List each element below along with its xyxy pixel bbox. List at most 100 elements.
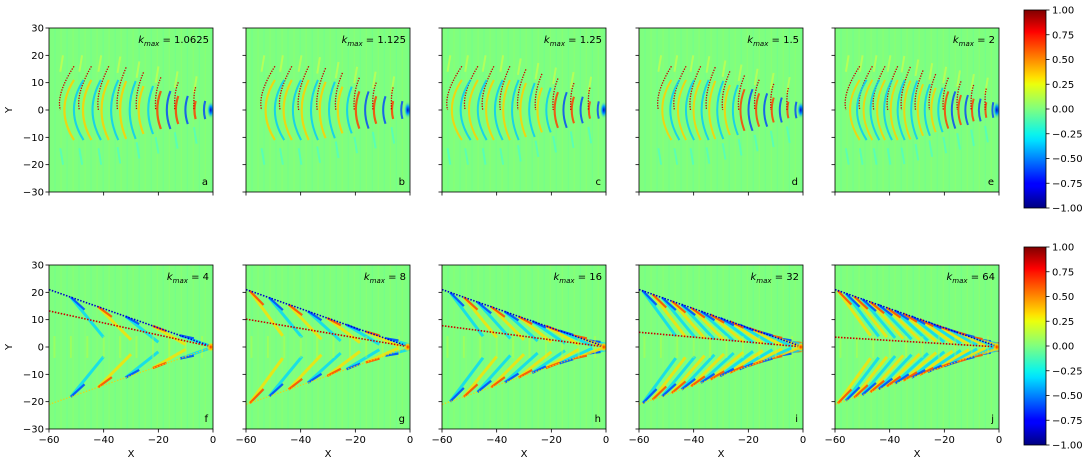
panel-letter: f [204,414,208,425]
wave-band [517,315,533,325]
side-lobe [481,148,487,165]
wave-crest [300,79,310,141]
side-lobe [353,66,359,84]
wave-band [268,355,304,398]
wave-crest [193,100,197,120]
wave-band [476,301,512,340]
wave-band [861,355,897,396]
side-lobe [737,138,743,156]
wave-band [661,355,697,398]
wave-band [651,293,668,309]
wave-band [463,383,479,398]
side-lobe [844,148,850,165]
wave-band [462,355,498,398]
kmax-annotation: kmax = 64 [946,272,995,285]
source-blob [796,342,803,352]
wave-band [517,369,533,379]
side-lobe [956,132,961,150]
side-lobe [886,148,892,165]
wave-band [287,378,303,391]
x-tick-label: −40 [290,435,311,446]
wave-trough [459,79,472,141]
wave-band [844,356,880,402]
kmax-annotation: kmax = 1.25 [544,35,602,48]
wave-trough [476,79,488,141]
wave-band [448,291,485,338]
wave-band [661,296,697,339]
wave-crest [984,102,988,118]
y-tick-label: 20 [31,51,44,62]
side-lobe [59,148,64,165]
x-tick-label: −20 [541,435,562,446]
wave-band [69,355,105,398]
wave-crest [118,80,128,140]
wave-crest [485,79,495,141]
x-axis-label: X [128,449,135,460]
side-lobe [914,143,920,161]
wave-band [326,317,342,327]
wave-crest [677,79,687,141]
panel-c: kmax = 1.25 c [438,27,607,196]
side-lobe [97,55,103,72]
side-lobe [116,146,122,164]
wave-band [97,376,113,389]
wave-crest [156,90,162,130]
side-lobe [446,148,452,165]
side-lobe [552,135,557,153]
wave-band [902,351,938,382]
wave-field [835,265,999,429]
kelvin-boundary-upper [639,288,803,348]
wave-band [448,356,485,403]
wave-band [919,366,934,376]
wave-crest [770,97,775,123]
wave-band [248,357,284,404]
crest-marker-dots [481,65,495,111]
wave-band [877,353,913,391]
side-lobe [673,148,679,165]
wave-band [661,296,677,311]
panel-letter: d [792,177,798,188]
crest-marker-dots [984,88,987,111]
side-lobe [689,148,695,165]
y-tick-label: 10 [31,78,44,89]
wave-band [869,354,905,393]
crest-marker-dots [942,77,949,111]
kelvin-boundary-lower [49,346,213,406]
wave-band [248,290,284,337]
source-blob [599,342,606,352]
colorbar-tick-label: −0.50 [1052,154,1083,165]
x-axis-label: X [718,449,725,460]
wave-band [268,296,284,311]
wave-band [690,306,726,342]
wave-band [680,353,716,391]
wave-band [852,295,889,339]
wave-band [268,296,304,339]
wave-band [531,365,547,374]
wave-crest [970,98,975,122]
panel-background [639,28,803,192]
source-blob [796,101,803,119]
wave-band [729,365,745,374]
wave-trough [494,79,504,141]
wave-crest [502,79,511,141]
side-lobe [173,71,179,88]
wave-trough [856,79,868,141]
wave-band [845,292,861,308]
source-blob [206,342,213,352]
panel-letter: h [595,414,601,425]
wave-crest [862,79,874,141]
wave-band [651,293,687,338]
side-lobe [657,55,663,72]
wave-band [719,317,735,327]
crest-marker-dots [928,73,937,111]
panel-background [49,265,213,429]
wave-trough [579,96,584,124]
wave-crest [755,93,761,127]
side-lobe [334,61,340,79]
side-lobe [737,64,743,82]
side-lobe [464,148,469,165]
